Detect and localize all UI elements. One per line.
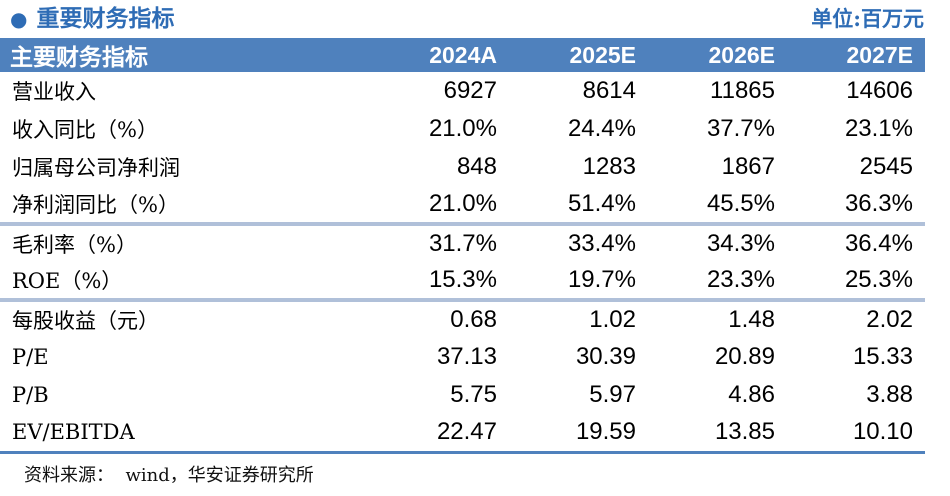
table-row-ev-ebitda: EV/EBITDA 22.47 19.59 13.85 10.10 xyxy=(0,414,925,454)
cell-value: 34.3% xyxy=(648,222,787,262)
cell-value: 8614 xyxy=(582,77,636,104)
table-row-pb: P/B 5.75 5.97 4.86 3.88 xyxy=(0,376,925,414)
cell-value: 5.97 xyxy=(589,381,636,408)
cell-value: 15.33 xyxy=(852,343,913,370)
cell-value: 36.3% xyxy=(844,190,913,217)
cell-value: 5.75 xyxy=(450,381,497,408)
row-label: P/B xyxy=(12,383,49,407)
column-header-2026e: 2026E xyxy=(708,41,775,68)
cell-value: 24.4% xyxy=(567,115,636,142)
cell-value: 4.86 xyxy=(728,381,775,408)
section-title: ● 重要财务指标 xyxy=(10,4,174,34)
row-label: 归属母公司净利润 xyxy=(12,156,180,180)
unit-label: 单位:百万元 xyxy=(811,6,924,31)
cell-value: 848 xyxy=(456,153,497,180)
cell-value: 25.3% xyxy=(844,266,913,293)
row-label: 净利润同比（%） xyxy=(12,193,179,217)
cell-value: 15.3% xyxy=(428,266,497,293)
table-row-pe: P/E 37.13 30.39 20.89 15.33 xyxy=(0,338,925,376)
row-label: 收入同比（%） xyxy=(12,118,158,142)
cell-value: 2545 xyxy=(859,153,913,180)
cell-value: 1867 xyxy=(721,153,775,180)
bullet-icon: ● xyxy=(10,7,28,31)
column-header-2024a: 2024A xyxy=(429,41,497,68)
row-label: ROE（%） xyxy=(12,269,123,293)
cell-value: 10.10 xyxy=(787,414,925,454)
cell-value: 31.7% xyxy=(370,222,509,262)
row-label: 每股收益（元） xyxy=(0,298,370,338)
cell-value: 23.3% xyxy=(706,266,775,293)
table-row-roe: ROE（%） 15.3% 19.7% 23.3% 25.3% xyxy=(0,262,925,300)
cell-value: 1.48 xyxy=(648,298,787,338)
cell-value: 19.7% xyxy=(567,266,636,293)
cell-value: 13.85 xyxy=(648,414,787,454)
cell-value: 1.02 xyxy=(509,298,648,338)
cell-value: 11865 xyxy=(710,77,775,104)
section-title-text: 重要财务指标 xyxy=(36,5,175,32)
cell-value: 22.47 xyxy=(370,414,509,454)
cell-value: 21.0% xyxy=(428,190,497,217)
cell-value: 51.4% xyxy=(567,190,636,217)
table-row-gross-margin: 毛利率（%） 31.7% 33.4% 34.3% 36.4% xyxy=(0,222,925,262)
source-note: 资料来源： wind，华安证券研究所 xyxy=(24,464,314,486)
column-header-2027e: 2027E xyxy=(846,41,913,68)
column-header-indicator: 主要财务指标 xyxy=(10,44,148,71)
table-row-revenue-yoy: 收入同比（%） 21.0% 24.4% 37.7% 23.1% xyxy=(0,110,925,148)
cell-value: 19.59 xyxy=(509,414,648,454)
cell-value: 30.39 xyxy=(575,343,636,370)
table-row-revenue: 营业收入 6927 8614 11865 14606 xyxy=(0,72,925,110)
row-label: 营业收入 xyxy=(12,80,96,104)
cell-value: 14606 xyxy=(846,77,913,104)
table-row-eps: 每股收益（元） 0.68 1.02 1.48 2.02 xyxy=(0,298,925,338)
cell-value: 3.88 xyxy=(866,381,913,408)
row-label: EV/EBITDA xyxy=(0,414,370,454)
cell-value: 2.02 xyxy=(787,298,925,338)
table-row-net-profit: 归属母公司净利润 848 1283 1867 2545 xyxy=(0,148,925,186)
cell-value: 36.4% xyxy=(787,222,925,262)
cell-value: 6927 xyxy=(443,77,497,104)
section-header: ● 重要财务指标 单位:百万元 xyxy=(0,0,950,36)
column-header-2025e: 2025E xyxy=(569,41,636,68)
cell-value: 20.89 xyxy=(714,343,775,370)
cell-value: 0.68 xyxy=(370,298,509,338)
cell-value: 21.0% xyxy=(428,115,497,142)
row-label: 毛利率（%） xyxy=(0,222,370,262)
cell-value: 37.7% xyxy=(706,115,775,142)
cell-value: 23.1% xyxy=(844,115,913,142)
financial-indicators-table: 主要财务指标 2024A 2025E 2026E 2027E 营业收入 6927… xyxy=(0,38,925,454)
cell-value: 45.5% xyxy=(706,190,775,217)
cell-value: 1283 xyxy=(582,153,636,180)
table-header-row: 主要财务指标 2024A 2025E 2026E 2027E xyxy=(0,38,925,72)
cell-value: 33.4% xyxy=(509,222,648,262)
table-row-net-profit-yoy: 净利润同比（%） 21.0% 51.4% 45.5% 36.3% xyxy=(0,186,925,224)
cell-value: 37.13 xyxy=(436,343,497,370)
row-label: P/E xyxy=(12,345,49,369)
